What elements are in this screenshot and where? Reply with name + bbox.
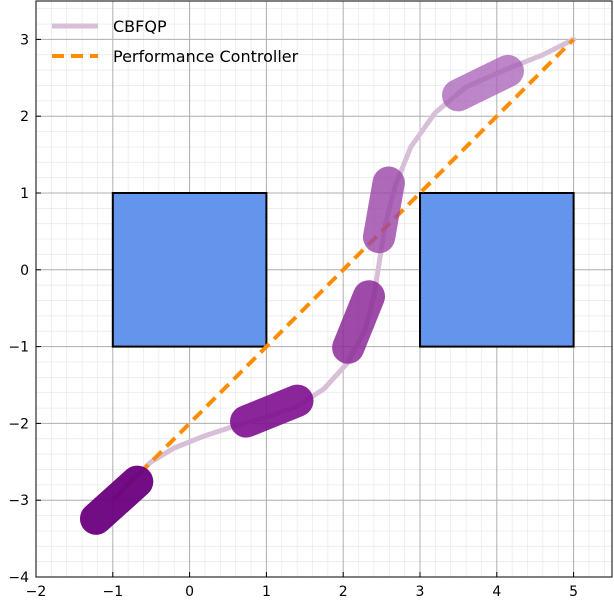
robot-pose	[332, 280, 386, 364]
legend: CBFQP Performance Controller	[52, 17, 299, 66]
y-tick-label: −1	[8, 340, 29, 356]
robot-capsule	[362, 166, 405, 254]
robot-capsule	[441, 54, 524, 112]
robot-pose	[362, 166, 405, 254]
x-tick-label: 4	[492, 584, 501, 600]
y-tick-label: 1	[20, 186, 29, 202]
x-tick-label: 5	[569, 584, 578, 600]
x-tick-label: −2	[26, 584, 47, 600]
obstacle-square	[111, 192, 268, 348]
robot-poses	[79, 54, 524, 535]
x-tick-labels: −2 −1 0 1 2 3 4 5	[26, 584, 578, 600]
ticks	[35, 38, 575, 578]
y-tick-labels: −4 −3 −2 −1 0 1 2 3	[8, 32, 29, 586]
series-line-performance-controller	[111, 37, 576, 502]
x-tick-label: −1	[102, 584, 123, 600]
robot-pose	[79, 465, 154, 535]
legend-label-performance: Performance Controller	[113, 47, 299, 66]
y-tick-label: −4	[8, 570, 29, 586]
axes-frame	[35, 0, 613, 578]
x-tick-label: 1	[262, 584, 271, 600]
robot-capsule	[79, 465, 154, 535]
y-tick-label: −3	[8, 493, 29, 509]
obstacle-square	[419, 192, 575, 348]
x-tick-label: 0	[185, 584, 194, 600]
y-tick-label: 3	[20, 32, 29, 48]
x-tick-label: 2	[339, 584, 348, 600]
robot-capsule	[230, 384, 314, 438]
y-tick-label: 0	[20, 263, 29, 279]
y-tick-label: 2	[20, 109, 29, 125]
y-tick-label: −2	[8, 416, 29, 432]
robot-capsule	[332, 280, 386, 364]
legend-label-cbfqp: CBFQP	[113, 17, 167, 36]
robot-pose	[441, 54, 524, 112]
x-tick-label: 3	[416, 584, 425, 600]
obstacles	[111, 192, 575, 348]
robot-pose	[230, 384, 314, 438]
